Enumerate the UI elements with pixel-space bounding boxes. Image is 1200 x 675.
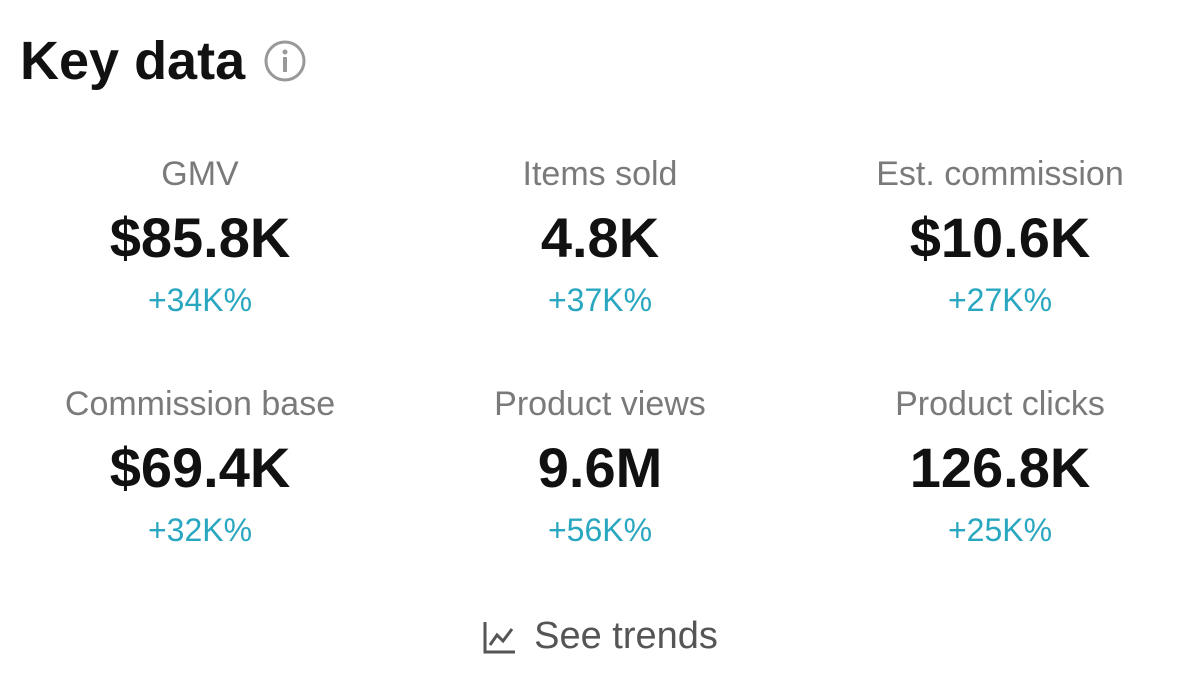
metric-value: $69.4K (109, 436, 291, 499)
trend-icon (483, 621, 516, 653)
metric-card: Items sold 4.8K +37K% (400, 155, 800, 385)
see-trends-label[interactable]: See trends (534, 615, 718, 657)
metrics-grid: GMV $85.8K +34K% Items sold 4.8K +37K% Est. co… (0, 155, 1200, 615)
metric-change: +37K% (547, 282, 653, 318)
metric-card: Commission base $69.4K +32K% (0, 385, 400, 615)
metric-label: Est. commission (876, 155, 1124, 193)
metric-label: Product clicks (895, 385, 1105, 423)
metric-value: 4.8K (540, 206, 660, 269)
metric-card: GMV $85.8K +34K% (0, 155, 400, 385)
info-icon[interactable] (263, 39, 307, 83)
metric-change: +32K% (147, 512, 253, 548)
see-trends[interactable]: See trends (0, 615, 1200, 658)
metric-label: GMV (161, 155, 239, 193)
metric-label: Product views (494, 385, 706, 423)
metric-card: Product clicks 126.8K +25K% (800, 385, 1200, 615)
metric-label: Items sold (522, 155, 678, 193)
metric-card: Est. commission $10.6K +27K% (800, 155, 1200, 385)
header: Key data (20, 30, 307, 92)
metric-change: +56K% (547, 512, 653, 548)
metric-change: +34K% (147, 282, 253, 318)
title: Key data (20, 31, 246, 91)
metric-value: $10.6K (909, 206, 1091, 269)
metric-card: Product views 9.6M +56K% (400, 385, 800, 615)
metric-change: +25K% (947, 512, 1053, 548)
metric-label: Commission base (64, 385, 336, 423)
metric-value: 9.6M (537, 436, 663, 499)
metric-value: $85.8K (109, 206, 291, 269)
metric-change: +27K% (947, 282, 1053, 318)
metric-value: 126.8K (909, 436, 1091, 499)
